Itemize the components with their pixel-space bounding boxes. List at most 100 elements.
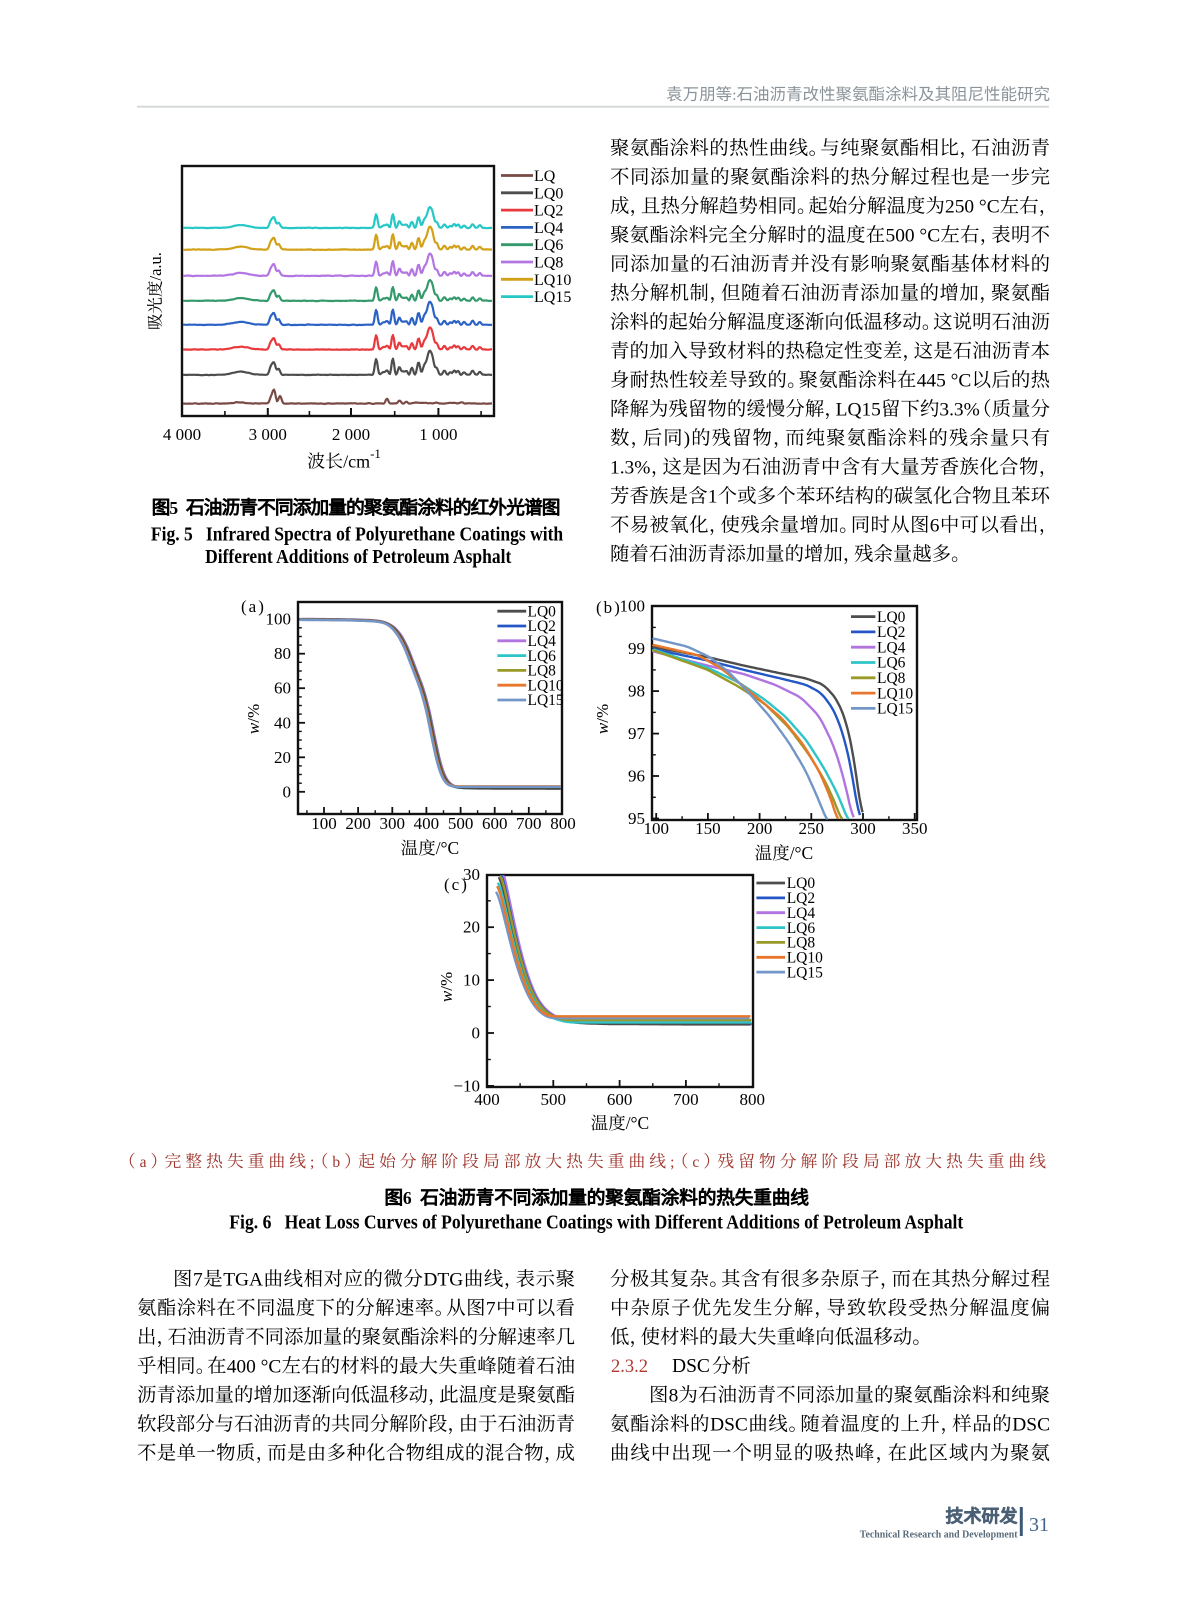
svg-text:700: 700 bbox=[673, 1090, 699, 1109]
svg-text:LQ0: LQ0 bbox=[534, 185, 563, 202]
svg-text:500 °C: 500 °C bbox=[886, 225, 941, 246]
svg-text:): ) bbox=[684, 428, 690, 449]
svg-text:(c): (c) bbox=[444, 875, 469, 894]
svg-text:7: 7 bbox=[193, 1269, 203, 1290]
svg-text:LQ10: LQ10 bbox=[528, 677, 564, 694]
svg-text:LQ8: LQ8 bbox=[534, 255, 563, 272]
svg-text:LQ0: LQ0 bbox=[877, 609, 906, 626]
svg-text:600: 600 bbox=[482, 814, 508, 833]
svg-text:(b): (b) bbox=[596, 598, 622, 617]
svg-text:80: 80 bbox=[274, 644, 291, 663]
svg-text:LQ6: LQ6 bbox=[534, 237, 563, 254]
svg-text:250 °C: 250 °C bbox=[945, 196, 1000, 217]
svg-text:LQ8: LQ8 bbox=[877, 670, 906, 687]
svg-text:LQ0: LQ0 bbox=[528, 603, 557, 620]
svg-text:LQ4: LQ4 bbox=[528, 633, 557, 650]
svg-text:5: 5 bbox=[169, 498, 178, 518]
svg-text:(a): (a) bbox=[241, 597, 266, 616]
svg-text:LQ15: LQ15 bbox=[528, 692, 564, 709]
svg-text:8: 8 bbox=[669, 1385, 679, 1406]
svg-text:3 000: 3 000 bbox=[249, 425, 287, 444]
svg-text:/a.u.: /a.u. bbox=[146, 252, 165, 280]
svg-text:DSC: DSC bbox=[1012, 1414, 1050, 1435]
svg-text:30: 30 bbox=[463, 865, 480, 884]
svg-text:−10: −10 bbox=[453, 1076, 480, 1095]
svg-text:98: 98 bbox=[628, 682, 645, 701]
svg-text:20: 20 bbox=[463, 918, 480, 937]
svg-text:100: 100 bbox=[643, 819, 669, 838]
svg-text:;: ; bbox=[670, 1154, 674, 1171]
svg-text:Different Additions of Petrole: Different Additions of Petroleum Asphalt bbox=[205, 546, 511, 568]
svg-text:DSC: DSC bbox=[710, 1414, 748, 1435]
svg-text:0: 0 bbox=[283, 782, 292, 801]
svg-text:LQ8: LQ8 bbox=[528, 663, 557, 680]
svg-text:LQ0: LQ0 bbox=[787, 875, 816, 892]
svg-text:LQ2: LQ2 bbox=[534, 203, 563, 220]
svg-text:TGA: TGA bbox=[223, 1269, 263, 1290]
svg-text:LQ6: LQ6 bbox=[877, 655, 906, 672]
svg-text:6: 6 bbox=[930, 515, 940, 536]
svg-text:LQ2: LQ2 bbox=[787, 890, 815, 907]
svg-text:LQ10: LQ10 bbox=[877, 685, 913, 702]
svg-text:a: a bbox=[140, 1154, 147, 1171]
svg-text:LQ2: LQ2 bbox=[877, 624, 905, 641]
svg-text:100: 100 bbox=[620, 597, 646, 616]
svg-text:w/%: w/% bbox=[244, 704, 263, 734]
svg-text:w/%: w/% bbox=[437, 972, 456, 1002]
svg-text:LQ6: LQ6 bbox=[787, 920, 816, 937]
svg-text:DTG: DTG bbox=[423, 1269, 463, 1290]
svg-text:400: 400 bbox=[474, 1090, 500, 1109]
svg-text:20: 20 bbox=[274, 748, 291, 767]
svg-text:/cm: /cm bbox=[343, 451, 370, 471]
svg-text:99: 99 bbox=[628, 639, 645, 658]
svg-text:40: 40 bbox=[274, 713, 291, 732]
svg-text:LQ: LQ bbox=[534, 168, 556, 185]
svg-text:4 000: 4 000 bbox=[163, 425, 201, 444]
svg-text:w/%: w/% bbox=[593, 704, 612, 734]
svg-text:500: 500 bbox=[448, 814, 474, 833]
svg-text:DSC: DSC bbox=[672, 1356, 710, 1377]
svg-text:100: 100 bbox=[266, 610, 292, 629]
svg-text:31: 31 bbox=[1029, 1514, 1049, 1536]
svg-text:10: 10 bbox=[463, 971, 480, 990]
svg-text:LQ15: LQ15 bbox=[787, 964, 823, 981]
svg-text:7: 7 bbox=[486, 1298, 496, 1319]
svg-text:445 °C: 445 °C bbox=[917, 370, 972, 391]
svg-text:200: 200 bbox=[747, 819, 773, 838]
svg-text:Technical Research and Develop: Technical Research and Development bbox=[860, 1530, 1018, 1541]
svg-text:6: 6 bbox=[403, 1188, 412, 1208]
svg-text:LQ8: LQ8 bbox=[787, 935, 816, 952]
svg-text:LQ15: LQ15 bbox=[877, 701, 913, 718]
svg-text:Fig. 5 Infrared Spectra of P: Fig. 5 Infrared Spectra of Polyurethane … bbox=[151, 524, 563, 546]
svg-text:150: 150 bbox=[695, 819, 721, 838]
svg-text:1 000: 1 000 bbox=[419, 425, 457, 444]
svg-text:400: 400 bbox=[414, 814, 440, 833]
svg-text:800: 800 bbox=[550, 814, 576, 833]
svg-text:LQ15: LQ15 bbox=[534, 289, 571, 306]
svg-text:300: 300 bbox=[380, 814, 406, 833]
svg-text:-1: -1 bbox=[370, 446, 381, 461]
svg-text:500: 500 bbox=[541, 1090, 567, 1109]
svg-text:3.3%: 3.3% bbox=[939, 399, 979, 420]
svg-text:2.3.2: 2.3.2 bbox=[611, 1357, 648, 1377]
svg-text:/°C: /°C bbox=[790, 843, 814, 863]
svg-text:60: 60 bbox=[274, 679, 291, 698]
svg-text:b: b bbox=[332, 1154, 340, 1171]
svg-text:95: 95 bbox=[628, 809, 645, 828]
svg-text:800: 800 bbox=[739, 1090, 765, 1109]
svg-text:LQ4: LQ4 bbox=[877, 639, 906, 656]
svg-text::: : bbox=[732, 87, 736, 104]
svg-text:350: 350 bbox=[902, 819, 928, 838]
svg-text:/°C: /°C bbox=[436, 838, 460, 858]
svg-text:600: 600 bbox=[607, 1090, 633, 1109]
svg-text:LQ4: LQ4 bbox=[787, 905, 816, 922]
svg-text:200: 200 bbox=[345, 814, 371, 833]
svg-text:1: 1 bbox=[708, 486, 718, 507]
svg-text:250: 250 bbox=[799, 819, 825, 838]
svg-text:0: 0 bbox=[472, 1024, 481, 1043]
svg-text:LQ10: LQ10 bbox=[534, 272, 571, 289]
svg-text:/°C: /°C bbox=[626, 1113, 650, 1133]
svg-text:96: 96 bbox=[628, 767, 645, 786]
svg-text:LQ4: LQ4 bbox=[534, 220, 563, 237]
svg-text:700: 700 bbox=[516, 814, 542, 833]
